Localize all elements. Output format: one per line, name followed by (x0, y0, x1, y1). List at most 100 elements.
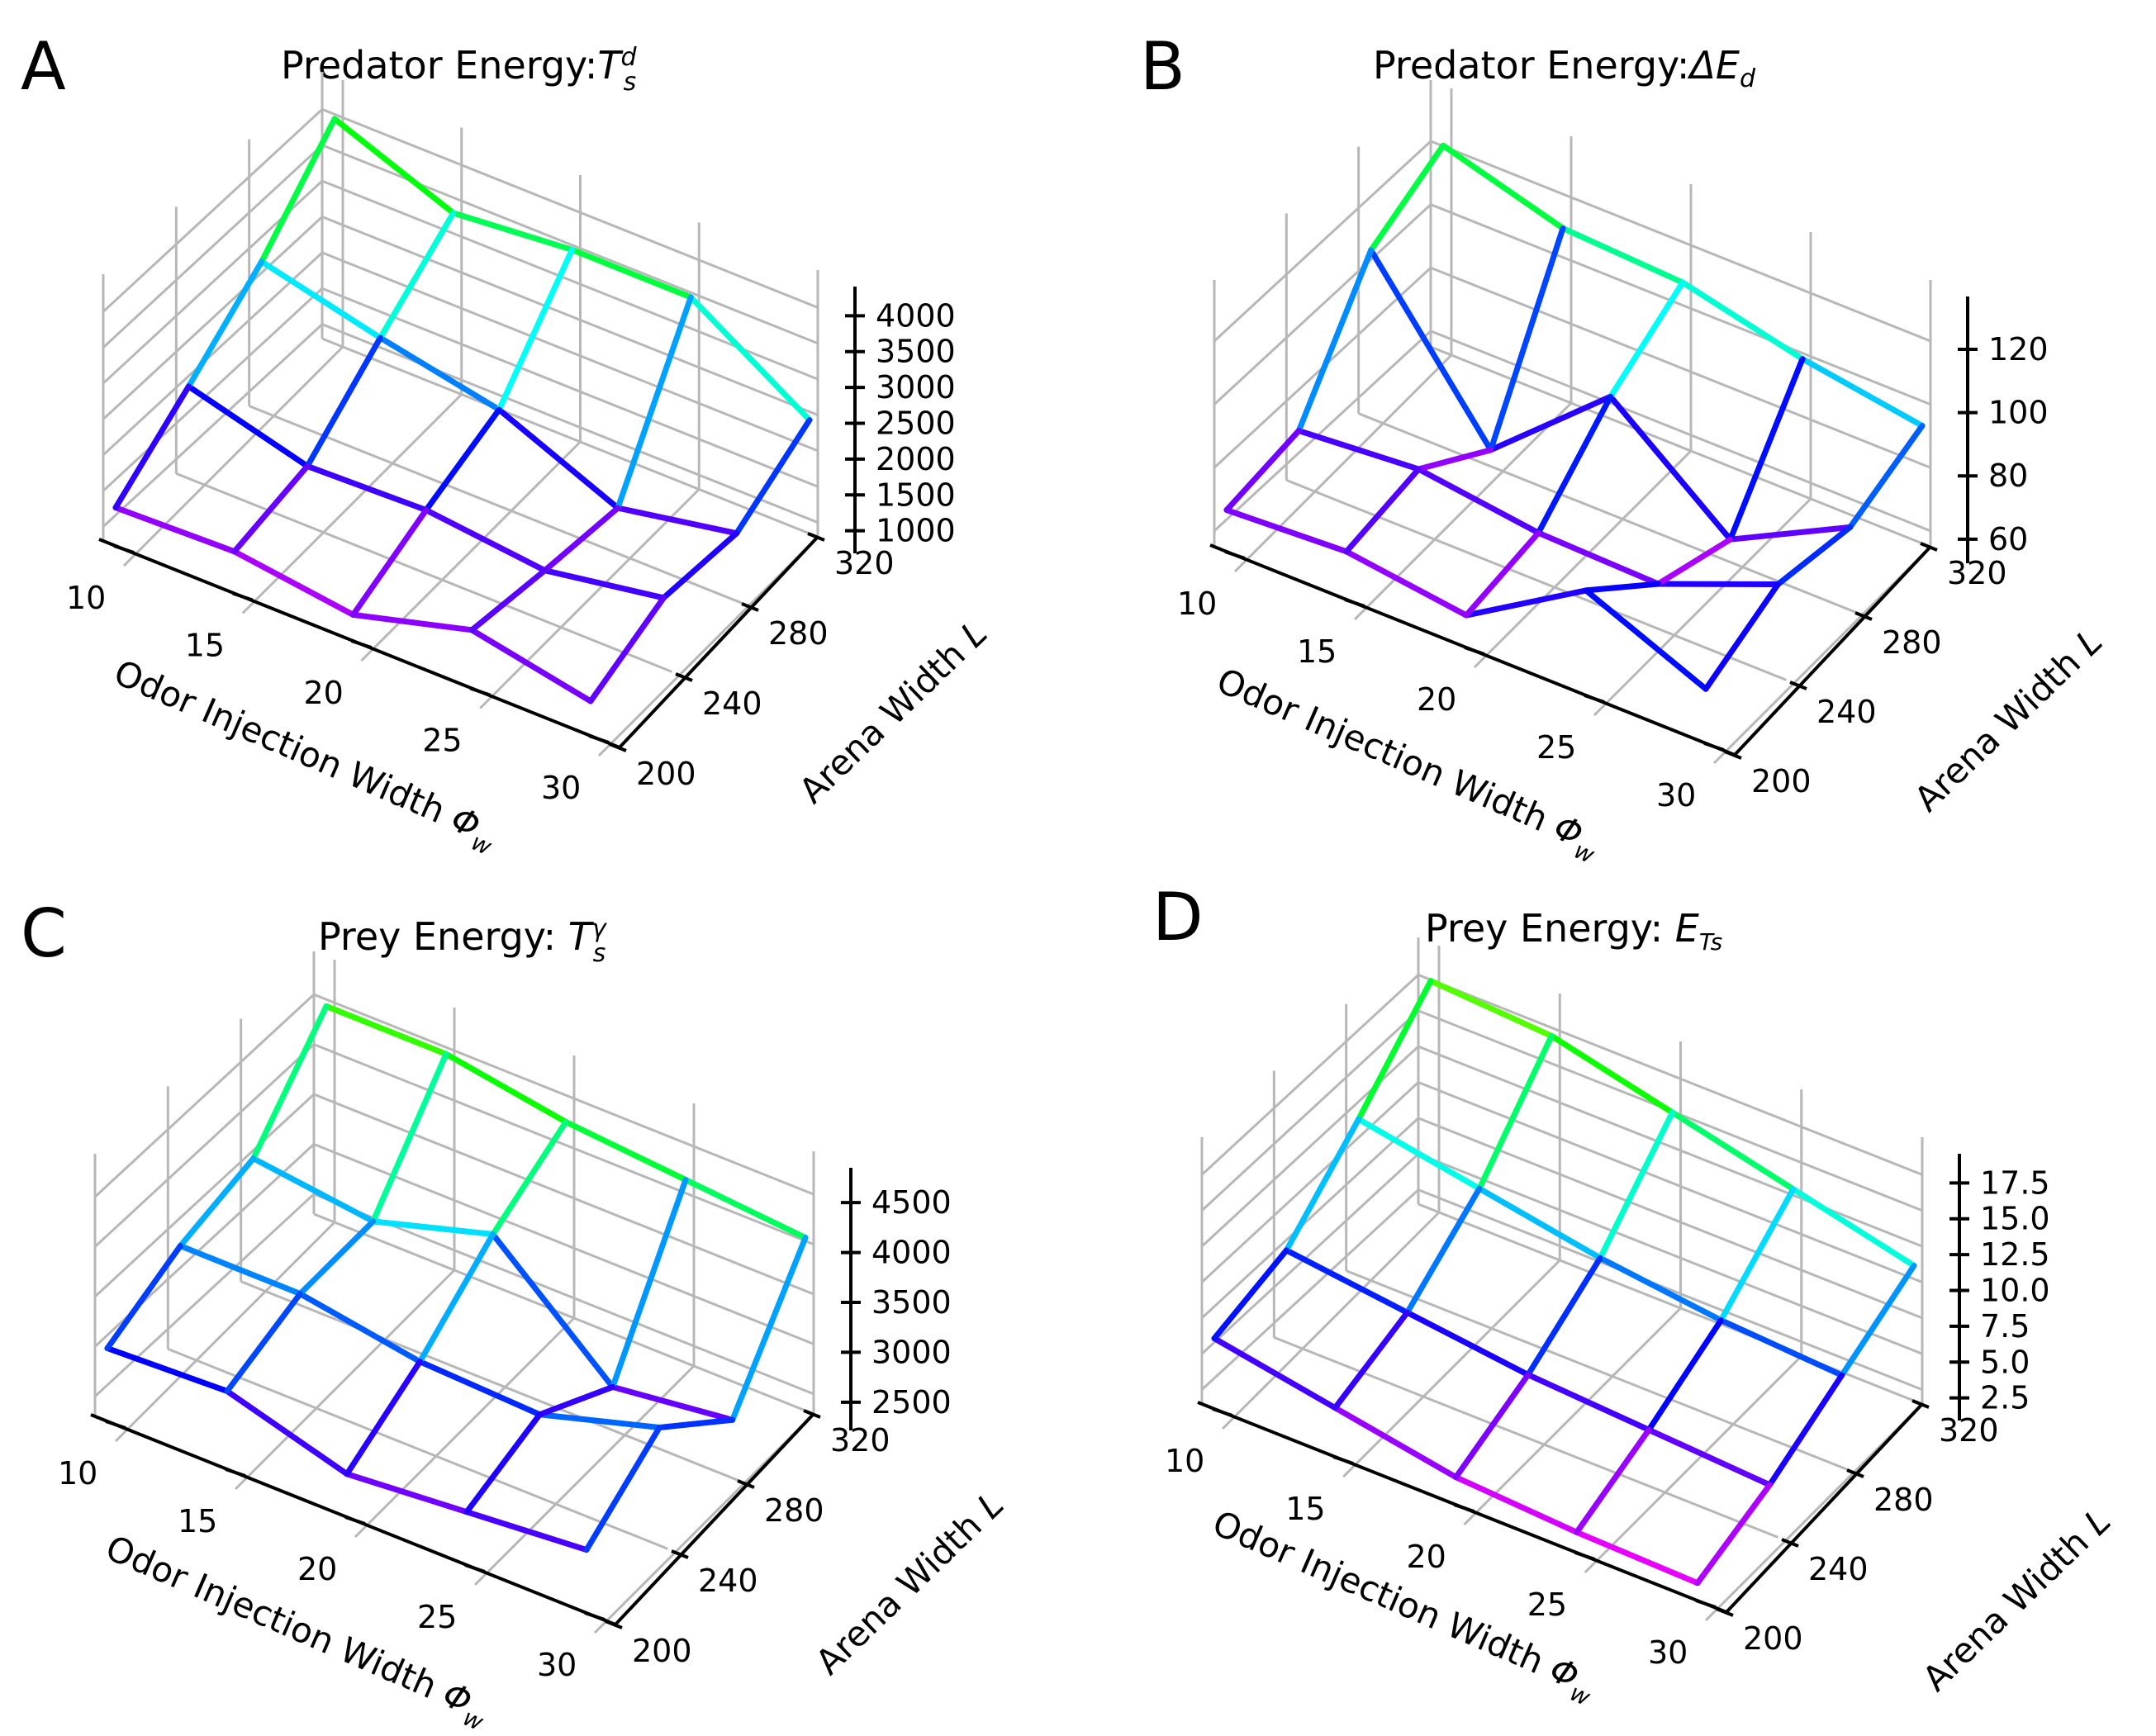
x-tick-mark (1464, 646, 1485, 656)
panel-letter-d: D (1152, 879, 1204, 956)
wire-segment (1766, 1372, 1845, 1488)
wire-segment (1774, 524, 1854, 588)
grid-line (93, 1093, 814, 1298)
wire-segment (259, 259, 383, 341)
z-tick-label: 10.0 (1980, 1273, 2050, 1309)
title-a: Predator Energy:Td s (281, 43, 638, 97)
grid-line (93, 993, 814, 1198)
wire-segment (583, 1424, 662, 1553)
x-tick-label: 10 (1177, 586, 1217, 622)
wire-segment (1847, 423, 1926, 530)
y-tick-mark (1781, 1538, 1799, 1548)
x-tick-label: 25 (417, 1599, 457, 1635)
title-c: Prey Energy: Tγ s (318, 914, 608, 968)
x-tick-label: 30 (1648, 1634, 1688, 1671)
wire-segment (1799, 356, 1926, 429)
x-tick-mark (1344, 598, 1365, 608)
wire-segment (1839, 1263, 1917, 1378)
y-tick-label: 320 (834, 545, 895, 581)
wire-segment (1440, 142, 1566, 231)
wire-segment (304, 462, 430, 514)
wire-segment (1608, 279, 1686, 400)
grid-line (102, 287, 819, 492)
grid-line (321, 337, 819, 538)
x-tick-mark (1584, 694, 1605, 704)
wire-segment (1332, 1405, 1459, 1481)
wire-segment (496, 406, 621, 511)
z-tick-label: 60 (1988, 521, 2028, 557)
z-tick-label: 1000 (876, 513, 956, 549)
x-tick-label: 25 (1536, 729, 1576, 766)
wireframe (1211, 978, 1917, 1587)
y-axis-line (618, 535, 819, 749)
wire-segment (490, 1119, 569, 1238)
wire-segment (610, 1177, 689, 1390)
wire-segment (1679, 279, 1806, 363)
wire-segment (1548, 1032, 1675, 1116)
wire-segment (1488, 393, 1614, 453)
y-tick-label: 280 (764, 1492, 824, 1529)
panel-letter-b: B (1140, 28, 1185, 105)
panel-d: D Prey Energy: ETs 10 15 20 25 30 20024028032… (1152, 879, 2118, 1711)
grid-line (1273, 1335, 1778, 1539)
y-tick-label: 280 (1873, 1482, 1934, 1518)
x-tick-mark (113, 544, 135, 554)
y-tick-label: 240 (698, 1563, 758, 1599)
grid-line (1200, 1080, 1923, 1283)
y-tick-label: 280 (768, 615, 829, 652)
wire-segment (1476, 1185, 1603, 1261)
x-tick-label: 20 (297, 1551, 337, 1587)
z-tick-label: 120 (1988, 331, 2049, 368)
x-tick-mark (588, 734, 610, 744)
x-tick-mark (344, 1515, 366, 1525)
wire-segment (297, 1291, 423, 1365)
wire-segment (423, 406, 502, 514)
y-tick-label: 200 (1751, 763, 1812, 799)
wire-segment (1790, 1186, 1917, 1269)
wire-segment (1488, 225, 1566, 453)
grid-line (175, 472, 672, 673)
wire-segment (350, 611, 475, 633)
wire-segment (1463, 587, 1589, 619)
x-tick-mark (1332, 1455, 1354, 1465)
y-tick-mark (803, 1409, 821, 1419)
grid-line (1473, 449, 1693, 669)
z-tick-label: 2500 (871, 1384, 952, 1421)
wire-segment (259, 116, 338, 265)
wire-segment (682, 1177, 809, 1241)
wire-segment (615, 505, 740, 537)
wire-segment (224, 1291, 303, 1394)
x-tick-mark (469, 686, 491, 697)
wire-segment (615, 294, 694, 511)
wire-segment (1608, 393, 1734, 543)
wire-segment (1332, 1309, 1411, 1411)
x-tick-mark (105, 1420, 126, 1430)
grid-line (1213, 330, 1931, 533)
wire-segment (1368, 142, 1446, 254)
wire-segment (350, 507, 430, 618)
grid-line (1346, 1269, 1851, 1473)
wire-segment (250, 1003, 330, 1162)
wire-segment (1343, 466, 1422, 555)
wire-segment (563, 1119, 689, 1183)
wire-segment (1574, 1426, 1652, 1535)
y-tick-mark (605, 1620, 623, 1629)
grid-line (1353, 401, 1573, 621)
wire-segment (1223, 428, 1302, 514)
y-tick-label: 240 (702, 685, 762, 722)
z-tick-label: 17.5 (1980, 1164, 2050, 1201)
wire-segment (1702, 581, 1781, 692)
wire-segment (1535, 393, 1614, 536)
wire-segment (1645, 1426, 1773, 1488)
z-tick-label: 4000 (876, 297, 956, 334)
wire-segment (1694, 1482, 1773, 1587)
title-b: Predator Energy:ΔEd (1373, 43, 1756, 93)
wire-segment (542, 567, 667, 601)
wire-segment (1295, 428, 1422, 472)
z-tick-label: 3000 (876, 369, 956, 406)
wire-segment (231, 462, 311, 555)
wire-segment (542, 505, 621, 574)
wire-segment (1368, 247, 1494, 453)
grid-line (102, 179, 819, 385)
